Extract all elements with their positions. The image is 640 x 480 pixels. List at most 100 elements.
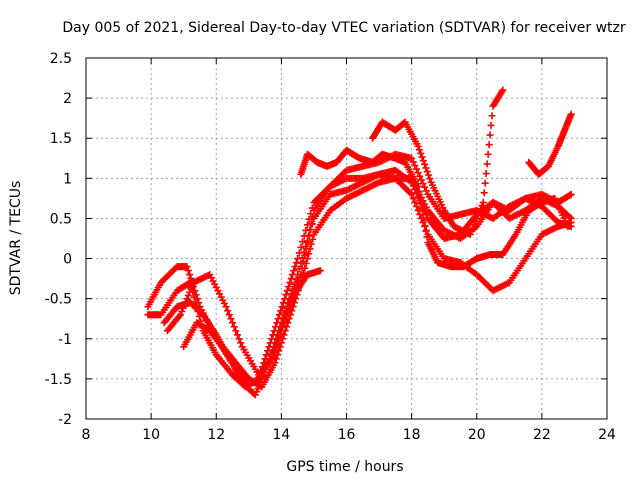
data-point (184, 267, 192, 275)
data-point (288, 298, 296, 306)
data-point (275, 333, 283, 341)
data-point (499, 86, 507, 94)
x-tick-label: 20 (468, 427, 486, 443)
data-point (423, 168, 431, 176)
data-point (272, 323, 280, 331)
data-point (265, 343, 273, 351)
data-point (480, 189, 488, 197)
y-tick-label: 0.5 (50, 211, 72, 227)
data-point (419, 210, 427, 218)
data-point (413, 165, 421, 173)
data-point (229, 319, 237, 327)
data-point (421, 222, 429, 230)
data-point (303, 221, 311, 229)
data-point (566, 191, 574, 199)
y-tick-label: 2 (63, 91, 72, 107)
data-point (482, 170, 490, 178)
grid-lines (86, 58, 607, 419)
data-point (278, 303, 286, 311)
y-tick-label: 1 (63, 171, 72, 187)
data-point (425, 171, 433, 179)
data-point (302, 226, 310, 234)
data-point (468, 227, 476, 235)
data-point (479, 198, 487, 206)
data-point (262, 351, 270, 359)
data-point (484, 150, 492, 158)
data-point (277, 327, 285, 335)
y-tick-label: -2 (58, 412, 72, 428)
data-point (419, 204, 427, 212)
data-point (299, 238, 307, 246)
data-point (267, 352, 275, 360)
data-point (184, 291, 192, 299)
x-tick-label: 18 (403, 427, 421, 443)
data-point (272, 340, 280, 348)
data-point (419, 180, 427, 188)
series-track-2 (144, 166, 575, 391)
data-point (308, 220, 316, 228)
data-point (478, 202, 486, 210)
data-point (276, 330, 284, 338)
data-point (483, 160, 491, 168)
data-point (272, 355, 280, 363)
data-point (417, 149, 425, 157)
data-point (187, 285, 195, 293)
data-point (232, 327, 240, 335)
data-point (287, 275, 295, 283)
data-point (188, 282, 196, 290)
series-track-8 (160, 267, 324, 387)
data-point (279, 323, 287, 331)
data-point (415, 188, 423, 196)
data-point (275, 311, 283, 319)
data-point (222, 303, 230, 311)
axis-ticks: 8 10 12 14 16 18 20 22 24 -2 -1.5 -1 -0.5 0 0.5 1 1.5 2 2.… (45, 51, 616, 443)
data-point (271, 343, 279, 351)
data-point (297, 243, 305, 251)
data-point (306, 245, 314, 253)
y-tick-label: 1.5 (50, 131, 72, 147)
data-point (411, 186, 419, 194)
data-point (273, 336, 281, 344)
data-point (266, 356, 274, 364)
data-point (283, 312, 291, 320)
data-point (426, 175, 434, 183)
y-tick-label: 0 (63, 252, 72, 268)
data-point (421, 183, 429, 191)
data-point (418, 205, 426, 213)
data-point (416, 172, 424, 180)
data-point (302, 259, 310, 267)
data-point (485, 141, 493, 149)
data-point (469, 224, 477, 232)
x-tick-label: 14 (272, 427, 290, 443)
data-point (277, 307, 285, 315)
data-point (186, 288, 194, 296)
data-point (470, 221, 478, 229)
data-point (295, 249, 303, 257)
data-point (286, 279, 294, 287)
x-tick-label: 22 (533, 427, 551, 443)
chart-title: Day 005 of 2021, Sidereal Day-to-day VTE… (62, 20, 626, 36)
data-point (473, 214, 481, 222)
data-point (271, 359, 279, 367)
data-point (268, 335, 276, 343)
data-point (303, 255, 311, 263)
data-point (183, 263, 191, 271)
data-point (481, 179, 489, 187)
data-point (567, 218, 575, 226)
data-point (195, 299, 203, 307)
data-point (477, 205, 485, 213)
series-track-3 (163, 150, 575, 379)
data-point (237, 339, 245, 347)
data-point (266, 339, 274, 347)
data-point (305, 232, 313, 240)
data-point (264, 359, 272, 367)
data-point (269, 331, 277, 339)
data-point (176, 311, 184, 319)
data-point (414, 206, 422, 214)
data-point (466, 230, 474, 238)
x-axis-label: GPS time / hours (286, 459, 403, 475)
data-point (417, 199, 425, 207)
data-point (307, 219, 315, 227)
data-point (416, 194, 424, 202)
